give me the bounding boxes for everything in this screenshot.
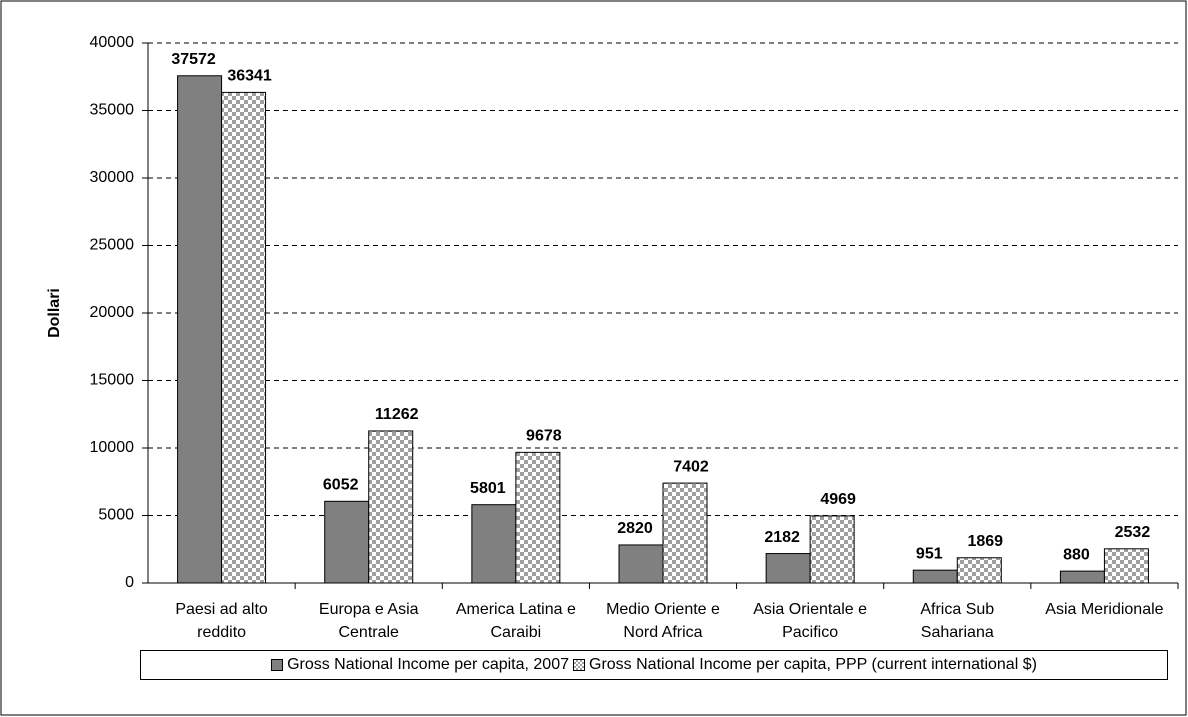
y-tick-label: 25000 — [90, 237, 135, 254]
y-tick-label: 5000 — [98, 507, 134, 524]
y-tick-label: 20000 — [90, 304, 135, 321]
y-tick-label: 35000 — [90, 102, 135, 119]
bar — [221, 91, 267, 584]
y-tick-label: 0 — [125, 574, 134, 591]
bar — [809, 515, 855, 584]
data-label: 6052 — [323, 477, 359, 494]
x-tick-label: Europa e Asia Centrale — [318, 601, 419, 641]
y-tick-label: 40000 — [90, 34, 135, 51]
bar — [618, 544, 664, 584]
data-label: 951 — [916, 545, 943, 562]
data-label: 37572 — [171, 51, 216, 68]
data-label: 4969 — [820, 491, 856, 508]
legend-label: Gross National Income per capita, 2007 — [287, 656, 569, 673]
bar — [662, 482, 708, 584]
bar — [515, 451, 561, 584]
data-label: 1869 — [967, 533, 1003, 550]
data-label: 9678 — [526, 428, 562, 445]
legend-swatch — [573, 658, 585, 671]
x-tick-label: America Latina e Caraibi — [455, 601, 576, 641]
x-tick-label: Medio Oriente e Nord Africa — [606, 601, 720, 641]
legend-label: Gross National Income per capita, PPP (c… — [589, 656, 1037, 673]
data-label: 2532 — [1115, 524, 1151, 541]
y-tick-label: 10000 — [90, 439, 135, 456]
x-tick-label: Asia Orientale e Pacifico — [753, 601, 868, 641]
x-tick-label: Africa Sub Sahariana — [920, 601, 995, 641]
bar — [471, 504, 517, 584]
bar — [1059, 570, 1105, 584]
bar — [177, 75, 223, 584]
legend-item: Gross National Income per capita, 2007 — [271, 656, 569, 674]
x-tick-label: Asia Meridionale — [1045, 601, 1164, 618]
data-label: 880 — [1063, 546, 1090, 563]
data-label: 36341 — [227, 68, 272, 85]
data-label: 2182 — [764, 529, 800, 546]
data-label: 11262 — [375, 406, 419, 423]
data-label: 7402 — [673, 458, 709, 475]
legend-swatch — [271, 658, 284, 671]
bar — [324, 500, 370, 584]
y-axis-label: Dollari — [46, 288, 63, 338]
legend-item: Gross National Income per capita, PPP (c… — [573, 656, 1037, 674]
bar — [765, 553, 811, 584]
legend: Gross National Income per capita, 2007 Gr… — [140, 650, 1168, 680]
data-label: 2820 — [617, 520, 653, 537]
bar — [368, 430, 414, 584]
y-tick-label: 15000 — [90, 372, 135, 389]
bar — [912, 569, 958, 584]
x-tick-label: Paesi ad alto reddito — [175, 601, 268, 641]
y-tick-label: 30000 — [90, 169, 135, 186]
bar — [1103, 548, 1149, 584]
bar — [956, 557, 1002, 584]
data-label: 5801 — [470, 480, 506, 497]
